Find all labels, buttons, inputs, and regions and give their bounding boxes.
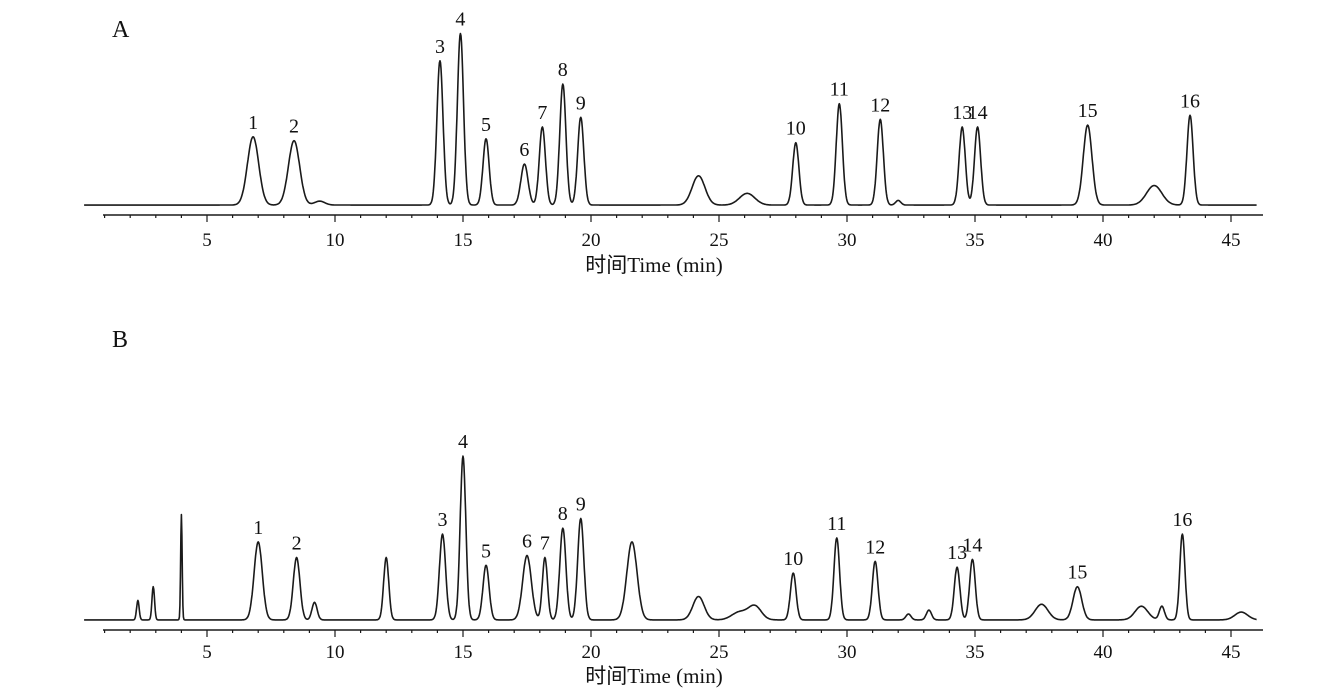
panel-a-peak-label: 14 <box>968 102 988 124</box>
panel-b-peak-label: 2 <box>292 533 302 555</box>
panel-a-tick-label: 35 <box>966 230 985 251</box>
panel-a-tick-label: 20 <box>582 230 601 251</box>
panel-b-peak-label: 11 <box>827 513 846 535</box>
panel-b-x-axis-title: 时间Time (min) <box>585 664 722 688</box>
panel-b-tick-label: 40 <box>1094 642 1113 663</box>
panel-b-tick-label: 35 <box>966 642 985 663</box>
panel-b-peak-label: 8 <box>558 503 568 525</box>
panel-a-peak-label: 9 <box>576 92 586 114</box>
panel-a-tick-label: 40 <box>1094 230 1113 251</box>
panel-b-tick-label: 25 <box>710 642 729 663</box>
panel-b-peak-label: 12 <box>865 536 885 558</box>
panel-b-peak-label: 3 <box>438 509 448 531</box>
panel-a-tick-label: 30 <box>838 230 857 251</box>
panel-b-x-ticks: 5 10 15 20 25 30 35 40 45 <box>103 630 1241 663</box>
panel-a-peak-label: 11 <box>830 79 849 101</box>
panel-b-peak-label: 9 <box>576 494 586 516</box>
panel-b-letter: B <box>112 327 128 353</box>
panel-a-peak-label: 10 <box>786 118 806 140</box>
panel-b-peak-label: 13 <box>947 542 967 564</box>
panel-b-tick-label: 30 <box>838 642 857 663</box>
panel-a-peak-label: 16 <box>1180 90 1200 112</box>
panel-b-peak-label: 14 <box>962 534 982 556</box>
panel-a-peak-label: 13 <box>952 102 972 124</box>
panel-b-peak-label: 7 <box>540 533 550 555</box>
panel-a-peak-label: 2 <box>289 116 299 138</box>
panel-b-peak-label: 16 <box>1172 509 1192 531</box>
panel-b-peak-label: 4 <box>458 431 468 453</box>
panel-a-x-ticks: 5 10 15 20 25 30 35 40 45 <box>103 215 1241 251</box>
panel-b-peak-label: 10 <box>783 548 803 570</box>
panel-a-chromatogram-trace <box>83 32 1257 206</box>
panel-b-chromatogram-trace <box>83 455 1257 621</box>
panel-a-peak-label: 5 <box>481 114 491 136</box>
panel-b-tick-label: 10 <box>326 642 345 663</box>
panel-a-tick-label: 25 <box>710 230 729 251</box>
panel-b-tick-label: 45 <box>1222 642 1241 663</box>
panel-a-peak-label: 15 <box>1078 100 1098 122</box>
panel-a-peak-label: 12 <box>870 94 890 116</box>
panel-a-x-axis-title: 时间Time (min) <box>585 253 722 277</box>
panel-a-peak-label: 3 <box>435 36 445 58</box>
panel-b-tick-label: 5 <box>202 642 212 663</box>
panel-b-peak-label: 6 <box>522 531 532 553</box>
panel-b-tick-label: 15 <box>454 642 473 663</box>
panel-b-tick-label: 20 <box>582 642 601 663</box>
panel-b-peak-label: 1 <box>253 517 263 539</box>
panel-b-peak-label: 5 <box>481 540 491 562</box>
panel-b-peak-label: 15 <box>1067 562 1087 584</box>
panel-a-peak-label: 7 <box>537 102 547 124</box>
panel-a-tick-label: 10 <box>326 230 345 251</box>
panel-a-tick-label: 15 <box>454 230 473 251</box>
panel-a-peak-label: 8 <box>558 59 568 81</box>
panel-a-letter: A <box>112 17 130 43</box>
panel-a-peak-label: 1 <box>248 112 258 134</box>
panel-a-peak-label: 6 <box>519 139 529 161</box>
panel-a-peak-label: 4 <box>455 9 465 31</box>
panel-a-tick-label: 5 <box>202 230 212 251</box>
panel-a-tick-label: 45 <box>1222 230 1241 251</box>
